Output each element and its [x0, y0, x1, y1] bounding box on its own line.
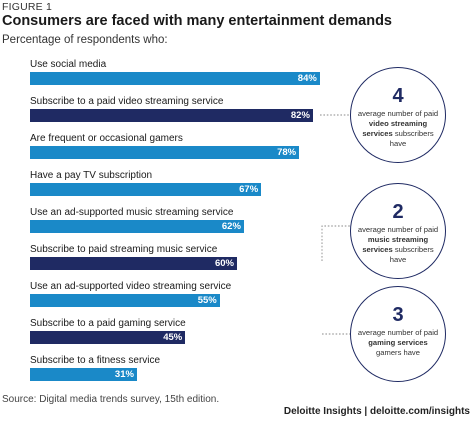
bar-label: Use social media	[30, 59, 107, 70]
chart-title: Consumers are faced with many entertainm…	[2, 13, 392, 29]
callout-number: 2	[392, 201, 404, 223]
callout-text: average number of paid music streaming s…	[357, 225, 439, 264]
bar-label: Have a pay TV subscription	[30, 170, 153, 181]
bar: 60%	[30, 257, 237, 270]
callout-text: average number of paid gaming services g…	[357, 328, 439, 357]
bar: 31%	[30, 368, 137, 381]
bar-value-label: 78%	[277, 147, 297, 158]
bar-label: Subscribe to paid streaming music servic…	[30, 244, 218, 255]
callout-number: 4	[392, 85, 404, 107]
bar-value-label: 45%	[163, 332, 183, 343]
bar-value-label: 67%	[239, 184, 259, 195]
bar-value-label: 84%	[297, 73, 317, 84]
bar-label: Are frequent or occasional gamers	[30, 133, 183, 144]
leader-line	[321, 225, 351, 261]
callout-music-streaming: 2 average number of paid music streaming…	[350, 183, 446, 279]
callout-gaming: 3 average number of paid gaming services…	[350, 286, 446, 382]
bar: 67%	[30, 183, 262, 196]
callout-number: 3	[392, 304, 404, 326]
callout-text: average number of paid video streaming s…	[357, 109, 439, 148]
chart-subtitle: Percentage of respondents who:	[2, 34, 168, 46]
credit-line: Deloitte Insights | deloitte.com/insight…	[283, 406, 470, 417]
callout-video-streaming: 4 average number of paid video streaming…	[350, 67, 446, 163]
bar: 82%	[30, 109, 313, 122]
bar-value-label: 82%	[290, 110, 310, 121]
figure-label: FIGURE 1	[2, 1, 53, 13]
bar: 45%	[30, 331, 186, 344]
source-note: Source: Digital media trends survey, 15t…	[2, 394, 220, 405]
bar-value-label: 55%	[197, 295, 217, 306]
bar-label: Use an ad-supported music streaming serv…	[30, 207, 234, 218]
bar: 84%	[30, 72, 320, 85]
bar-value-label: 60%	[214, 258, 234, 269]
bar: 78%	[30, 146, 300, 159]
bar: 55%	[30, 294, 220, 307]
bar: 62%	[30, 220, 244, 233]
bar-label: Subscribe to a paid gaming service	[30, 318, 186, 329]
bar-label: Subscribe to a paid video streaming serv…	[30, 96, 224, 107]
bar-label: Use an ad-supported video streaming serv…	[30, 281, 232, 292]
bar-label: Subscribe to a fitness service	[30, 355, 161, 366]
bar-value-label: 62%	[221, 221, 241, 232]
bar-value-label: 31%	[114, 369, 134, 380]
